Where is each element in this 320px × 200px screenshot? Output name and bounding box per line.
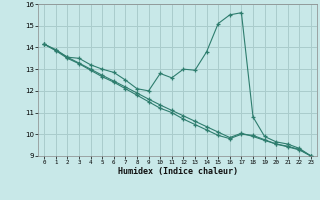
X-axis label: Humidex (Indice chaleur): Humidex (Indice chaleur) [118,167,238,176]
